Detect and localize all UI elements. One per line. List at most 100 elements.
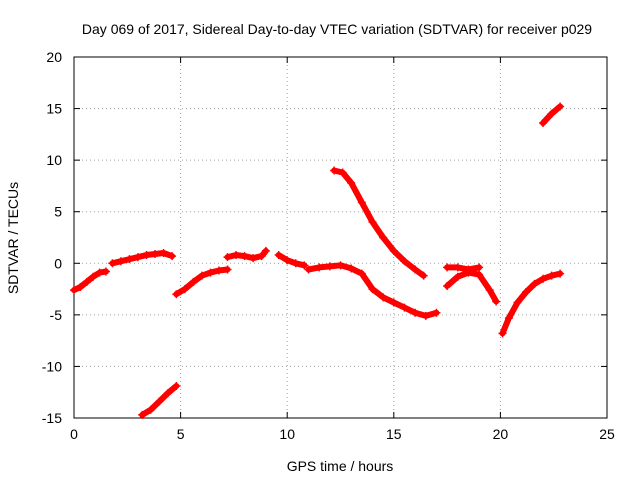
x-tick-label: 15 <box>386 426 402 442</box>
series-line <box>444 264 483 273</box>
data-point <box>116 257 125 266</box>
data-point <box>155 397 164 406</box>
data-point <box>338 168 347 177</box>
series-arc-11 <box>498 269 565 338</box>
data-point <box>556 269 565 278</box>
data-point <box>330 166 339 175</box>
data-point <box>70 286 78 295</box>
data-point <box>240 252 249 261</box>
data-point <box>249 254 258 263</box>
x-tick-label: 25 <box>599 426 615 442</box>
data-point <box>163 389 172 398</box>
data-point <box>336 261 345 270</box>
series-line <box>275 252 308 269</box>
series-arc-8 <box>330 166 428 280</box>
data-point <box>146 405 155 414</box>
data-point <box>304 265 313 274</box>
data-point <box>214 266 223 275</box>
data-point <box>368 285 377 294</box>
series-arc-6 <box>274 251 309 270</box>
data-point <box>189 277 198 286</box>
y-tick-label: 0 <box>54 255 62 271</box>
data-point <box>291 259 300 268</box>
data-point <box>368 218 377 227</box>
data-point <box>547 271 556 280</box>
data-point <box>232 251 241 260</box>
y-tick-label: 5 <box>54 204 62 220</box>
series-line <box>499 270 564 337</box>
y-axis-label: SDTVAR / TECUs <box>5 182 21 294</box>
data-point <box>315 263 324 272</box>
x-tick-label: 20 <box>493 426 509 442</box>
series-arc-9 <box>443 268 501 306</box>
data-point <box>347 264 356 273</box>
data-point <box>443 281 452 290</box>
chart-title: Day 069 of 2017, Sidereal Day-to-day VTE… <box>82 21 592 37</box>
data-point <box>530 279 539 288</box>
series-arc-5 <box>223 246 270 263</box>
data-point <box>347 178 356 187</box>
data-point <box>274 251 283 260</box>
data-point <box>172 290 181 299</box>
data-point <box>400 257 409 266</box>
data-point <box>421 311 430 320</box>
x-tick-label: 5 <box>177 426 185 442</box>
data-point <box>133 253 142 262</box>
data-point <box>411 308 420 317</box>
data-point <box>180 285 189 294</box>
data-point <box>159 248 168 257</box>
data-point <box>379 233 388 242</box>
plot-frame <box>73 56 608 419</box>
y-tick-label: 20 <box>46 49 62 65</box>
series-arc-2 <box>108 248 177 268</box>
data-point <box>89 272 98 281</box>
series-arc-12 <box>539 102 565 128</box>
data-point <box>283 256 292 265</box>
data-point <box>389 246 398 255</box>
data-point <box>389 298 398 307</box>
data-point <box>504 313 513 322</box>
data-point <box>547 109 556 118</box>
x-axis-label: GPS time / hours <box>287 458 394 474</box>
data-point <box>206 268 215 277</box>
series-arc-3 <box>138 382 181 419</box>
data-point <box>142 251 151 260</box>
data-point <box>300 261 309 270</box>
gridlines <box>74 57 607 418</box>
y-tick-label: 15 <box>46 101 62 117</box>
data-point <box>257 252 266 261</box>
data-point <box>357 269 366 278</box>
data-point <box>411 265 420 274</box>
data-point <box>197 271 206 280</box>
data-point <box>443 263 452 272</box>
data-point <box>419 271 428 280</box>
series-arc-10 <box>443 263 484 274</box>
data-point <box>125 255 134 264</box>
y-tick-label: -15 <box>42 410 62 426</box>
series-arc-1 <box>70 267 110 295</box>
x-tick-label: 10 <box>279 426 295 442</box>
data-point <box>453 263 462 272</box>
data-point <box>357 198 366 207</box>
data-point <box>172 382 181 391</box>
data-point <box>513 298 522 307</box>
axis-ticks: 0 5 10 15 20 25 -15 -10 -5 0 5 10 15 20 <box>42 49 615 442</box>
data-point <box>151 250 160 259</box>
data-point <box>101 267 110 276</box>
data-point <box>498 329 507 338</box>
data-point <box>521 288 530 297</box>
series-arc-7 <box>304 261 441 320</box>
data-series <box>70 102 565 419</box>
data-point <box>475 263 484 272</box>
series-line <box>331 167 427 279</box>
data-point <box>556 102 565 111</box>
data-point <box>539 274 548 283</box>
x-tick-label: 0 <box>70 426 78 442</box>
data-point <box>138 410 147 419</box>
series-line <box>444 269 500 305</box>
y-tick-label: -10 <box>42 358 62 374</box>
data-point <box>325 262 334 271</box>
data-point <box>108 259 117 268</box>
data-point <box>261 246 270 255</box>
